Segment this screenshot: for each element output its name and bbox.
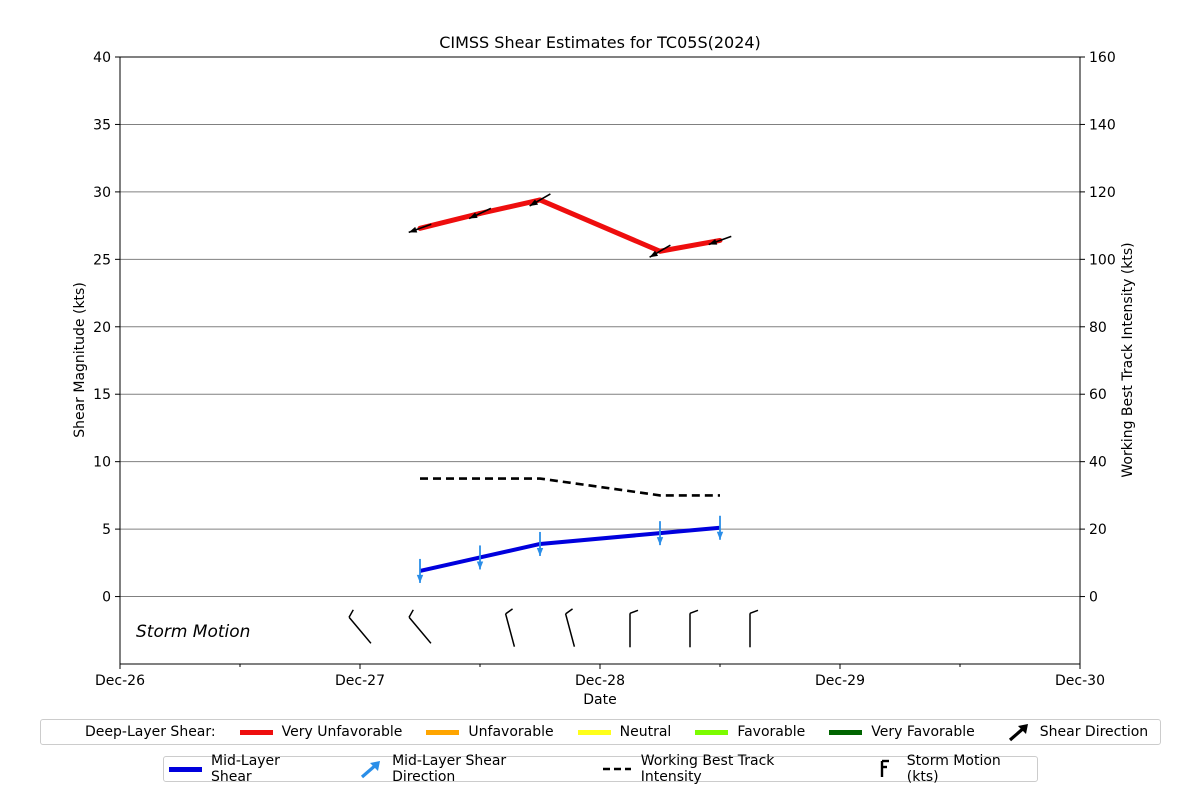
mid-shear-arrowhead [656,537,664,546]
legend-item-very-unfavorable: Very Unfavorable [239,724,403,740]
legend-label: Favorable [737,724,806,740]
legend-label: Unfavorable [468,724,554,740]
x-tick-label: Dec-29 [815,673,865,689]
y-tick-label-right: 140 [1089,117,1116,133]
swatch-unfavorable [426,729,460,735]
y-tick-label-left: 5 [102,522,111,538]
x-tick-label: Dec-26 [95,673,145,689]
deep-shear-arrowhead [529,199,539,206]
y-tick-label-left: 40 [93,50,111,66]
dashed-line-icon [602,767,631,771]
x-tick-label: Dec-27 [335,673,385,689]
deep-layer-legend: Deep-Layer Shear: Very Unfavorable Unfav… [40,719,1161,745]
y-tick-label-left: 15 [93,387,111,403]
storm-motion-barb [564,613,576,647]
legend-item-favorable: Favorable [695,724,805,740]
intensity-line [420,477,720,497]
legend-title: Deep-Layer Shear: [85,724,216,740]
y-tick-label-right: 120 [1089,185,1116,201]
y-tick-label-left: 25 [93,252,111,268]
legend-item-unfavorable: Unfavorable [426,724,554,740]
y-tick-label-left: 30 [93,185,111,201]
swatch-very-favorable [829,729,863,735]
legend-label: Very Favorable [871,724,975,740]
legend-label: Mid-Layer Shear [210,753,280,785]
deep-shear-arrowhead [649,250,659,258]
swatch-mid-layer-shear [169,766,202,772]
storm-motion-barb [348,616,372,644]
legend-label: Shear Direction [1039,724,1149,740]
storm-motion-barb [408,616,432,644]
legend-item-storm-motion: Storm Motion (kts) [874,753,1037,785]
storm-motion-annotation: Storm Motion [136,622,250,642]
y-tick-label-left: 35 [93,117,111,133]
storm-motion-barb-feather [565,608,573,615]
y-tick-label-left: 20 [93,320,111,336]
deep-shear-arrowhead [708,238,718,245]
legend-label: Storm Motion (kts) [906,753,1001,785]
mid-layer-legend: Mid-Layer Shear Mid-Layer Shear Directio… [163,753,1038,785]
deep-layer-shear-segment [477,197,543,216]
mid-shear-arrowhead [536,547,544,556]
mid-layer-direction-arrow-icon [361,761,381,779]
storm-motion-barb-feather [505,608,513,615]
deep-layer-shear-segment [657,237,723,254]
legend-item-intensity: Working Best Track Intensity [602,753,840,785]
shear-direction-arrow-icon [1008,724,1028,742]
storm-motion-barb-feather [689,609,699,614]
deep-layer-shear-segment [537,197,663,254]
x-tick-label: Dec-28 [575,673,625,689]
storm-motion-barb [504,613,516,647]
y-tick-label-right: 100 [1089,252,1116,268]
y-tick-label-left: 10 [93,455,111,471]
chart-title: CIMSS Shear Estimates for TC05S(2024) [439,33,761,52]
y-axis-left-label: Shear Magnitude (kts) [72,282,88,438]
mid-shear-arrowhead [716,531,724,540]
deep-shear-arrowhead [408,226,418,233]
legend-item-shear-direction: Shear Direction [1007,722,1148,742]
storm-motion-barb-feather [348,609,354,618]
swatch-neutral [577,729,611,735]
legend-item-very-favorable: Very Favorable [829,724,975,740]
legend-label: Working Best Track Intensity [640,753,775,785]
mid-shear-arrowhead [416,574,424,583]
y-axis-right-label: Working Best Track Intensity (kts) [1120,242,1136,477]
y-tick-label-right: 20 [1089,522,1107,538]
y-tick-label-right: 60 [1089,387,1107,403]
swatch-favorable [695,729,729,735]
storm-motion-barb-feather [408,609,414,618]
storm-motion-barb-feather [749,609,759,614]
y-tick-label-right: 80 [1089,320,1107,336]
deep-shear-arrowhead [469,212,478,219]
y-tick-label-right: 0 [1089,590,1098,606]
legend-label: Neutral [619,724,672,740]
y-tick-label-right: 160 [1089,50,1116,66]
legend-item-mid-layer-direction: Mid-Layer Shear Direction [359,753,574,785]
series-layer [348,193,759,648]
legend-label: Mid-Layer Shear Direction [392,753,507,785]
y-tick-label-left: 0 [102,590,111,606]
axes-layer: 0 5 10 15 20 25 30 35 40 0 20 40 60 80 100 120 140 160 Dec… [93,50,1116,689]
legend-item-neutral: Neutral [577,724,672,740]
mid-shear-arrowhead [476,561,484,570]
y-tick-label-right: 40 [1089,455,1107,471]
legend-item-mid-layer-shear: Mid-Layer Shear [169,753,325,785]
swatch-very-unfavorable [239,729,273,735]
storm-motion-barb-feather [629,609,639,614]
wind-barb-icon [880,759,889,777]
deep-layer-shear-segment [417,210,483,231]
legend-label: Very Unfavorable [281,724,403,740]
x-axis-label: Date [583,692,616,708]
x-tick-label: Dec-30 [1055,673,1105,689]
